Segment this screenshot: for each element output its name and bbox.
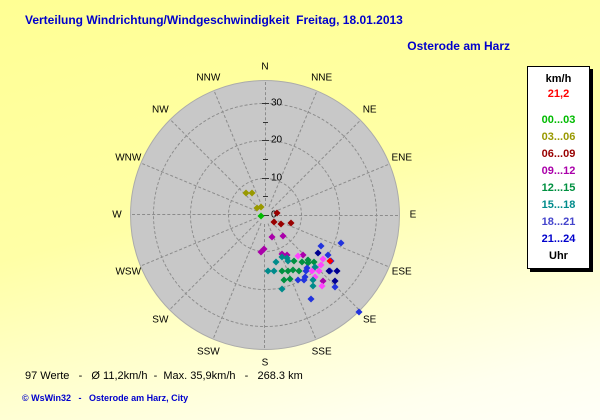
axis-tick-5	[262, 196, 268, 198]
radial-tick-label: 30	[271, 97, 283, 109]
compass-label-SSE: SSE	[311, 346, 332, 358]
legend-entry: 12...15	[541, 182, 576, 194]
axis-tick-10	[261, 177, 269, 179]
compass-label-SE: SE	[362, 314, 377, 326]
radial-line-E	[274, 215, 398, 216]
compass-label-E: E	[409, 209, 417, 221]
radial-tick-label: 20	[271, 134, 283, 146]
compass-label-S: S	[261, 357, 269, 369]
compass-label-WSW: WSW	[115, 266, 142, 278]
legend-box: km/h 21,2 00...03 03...06 06...09 09...12 12…	[527, 66, 590, 269]
legend-entry: 00...03	[541, 114, 576, 126]
compass-label-WNW: WNW	[115, 152, 142, 164]
legend-unit-label: km/h	[545, 73, 572, 85]
legend-entry: 03...06	[541, 131, 576, 143]
legend-entry: 09...12	[541, 165, 576, 177]
compass-label-ENE: ENE	[391, 152, 412, 164]
radial-line-S	[264, 224, 265, 348]
compass-label-ESE: ESE	[391, 266, 412, 278]
legend-entries: 00...03 03...06 06...09 09...12 12...15 15...…	[528, 112, 589, 248]
axis-tick-20	[261, 140, 269, 142]
location-label: Osterode am Harz	[407, 39, 510, 53]
axis-tick-25	[262, 121, 268, 123]
legend-entry: 06...09	[541, 148, 576, 160]
legend-entry: 21...24	[541, 233, 576, 245]
stats-line: 97 Werte - Ø 11,2km/h - Max. 35,9km/h - …	[25, 370, 303, 382]
axis-tick-15	[262, 159, 268, 161]
radial-line-W	[132, 214, 256, 215]
axis-tick-30	[261, 103, 269, 105]
legend-current-value: 21,2	[547, 88, 570, 100]
legend-entry: 15...18	[541, 199, 576, 211]
compass-label-N: N	[261, 61, 269, 73]
copyright-line: © WsWin32 - Osterode am Harz, City	[22, 393, 189, 403]
compass-label-W: W	[112, 209, 122, 221]
radial-line-N	[265, 82, 266, 206]
compass-label-NW: NW	[152, 104, 169, 116]
radial-tick-label: 0	[271, 209, 277, 221]
legend-entry: 18...21	[541, 216, 576, 228]
compass-label-SSW: SSW	[196, 346, 220, 358]
compass-label-NNW: NNW	[196, 72, 221, 84]
legend-footer-label: Uhr	[549, 250, 568, 262]
compass-label-SW: SW	[152, 314, 169, 326]
compass-label-NE: NE	[362, 104, 377, 116]
axis-tick-0	[261, 215, 269, 216]
radial-tick-label: 10	[271, 172, 283, 184]
compass-label-NNE: NNE	[311, 72, 333, 84]
page-title: Verteilung Windrichtung/Windgeschwindigk…	[25, 13, 403, 27]
